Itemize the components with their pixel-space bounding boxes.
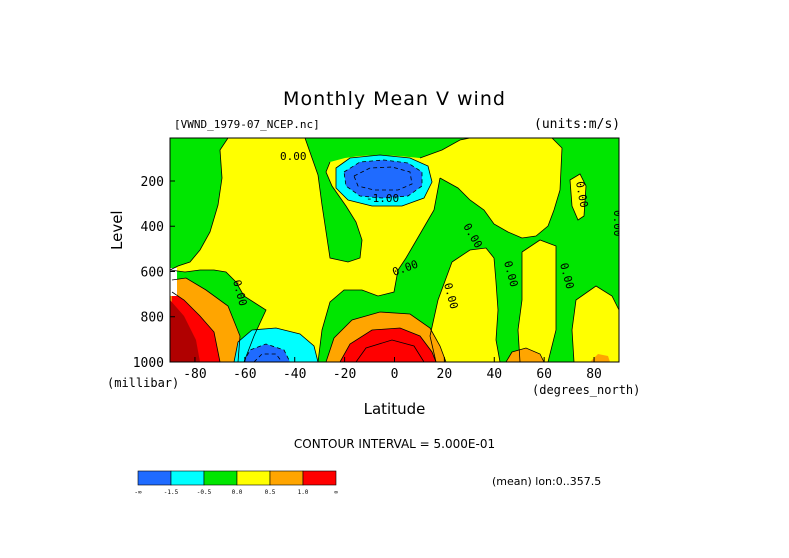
legend-swatch xyxy=(137,470,172,486)
x-tick-label: -80 xyxy=(183,367,206,382)
field-missing-corner xyxy=(170,268,177,296)
y-tick-label: 800 xyxy=(141,311,164,326)
x-axis-label: Latitude xyxy=(363,400,426,418)
field-blue-upper xyxy=(344,160,422,198)
dataset-label: [VWND_1979-07_NCEP.nc] xyxy=(174,118,320,131)
footer-mean-text: (mean) lon:0..357.5 xyxy=(492,475,602,488)
y-tick-label: 400 xyxy=(141,220,164,235)
legend-label: 1.0 xyxy=(298,489,309,496)
chart-title: Monthly Mean V wind xyxy=(283,88,506,110)
field-darkred-south xyxy=(170,300,200,362)
y-axis-units: (millibar) xyxy=(107,376,180,390)
y-tick-label: 1000 xyxy=(133,356,164,371)
contour-label: 0.00 xyxy=(573,180,590,208)
x-tick-label: -60 xyxy=(233,367,256,382)
field-yellow-east-1 xyxy=(430,248,500,362)
legend-label: -∞ xyxy=(134,489,142,496)
field-yellow-east-2 xyxy=(518,240,556,362)
field-yellow-east-4 xyxy=(572,286,619,362)
colorbar-legend: -∞ -1.5 -0.5 0.0 0.5 1.0 ∞ xyxy=(134,470,338,496)
contour-label: -1.00 xyxy=(366,192,399,205)
plot-area: 0.00 -1.00 0.00 0.00 0.00 0.00 0.00 0.00… xyxy=(170,138,624,362)
legend-label: 0.0 xyxy=(232,489,243,496)
x-tick-label: -20 xyxy=(333,367,356,382)
legend-swatch xyxy=(203,470,238,486)
legend-label: ∞ xyxy=(334,489,338,496)
contour-label: 0.00 xyxy=(611,210,624,237)
contour-interval-text: CONTOUR INTERVAL = 5.000E-01 xyxy=(293,437,496,451)
y-tick-label: 200 xyxy=(141,175,164,190)
y-tick-label: 600 xyxy=(141,265,164,280)
field-orange-east-2 xyxy=(590,354,610,362)
field-yellow-east-3 xyxy=(570,174,586,220)
contour-lines-negative-dashed xyxy=(243,159,423,362)
x-axis-ticks: -80 -60 -40 -20 0 20 40 60 80 xyxy=(183,357,602,382)
legend-swatch xyxy=(269,470,304,486)
x-tick-label: 80 xyxy=(586,367,602,382)
y-axis-ticks: 200 400 600 800 1000 xyxy=(133,175,175,371)
legend-swatch xyxy=(302,470,337,486)
legend-label: -0.5 xyxy=(197,489,212,496)
units-label: (units:m/s) xyxy=(534,117,621,132)
legend-label: 0.5 xyxy=(265,489,276,496)
x-tick-label: 0 xyxy=(391,367,399,382)
x-tick-label: 20 xyxy=(437,367,453,382)
contour-label: 0.00 xyxy=(280,150,307,163)
field-red-tropics xyxy=(340,328,436,362)
x-tick-label: -40 xyxy=(283,367,306,382)
legend-label: -1.5 xyxy=(164,489,179,496)
x-tick-label: 40 xyxy=(486,367,502,382)
x-axis-units: (degrees_north) xyxy=(532,383,641,397)
x-tick-label: 60 xyxy=(536,367,552,382)
legend-swatch xyxy=(170,470,205,486)
contour-lines xyxy=(170,138,619,362)
field-orange-east xyxy=(506,348,544,362)
legend-swatch xyxy=(236,470,271,486)
